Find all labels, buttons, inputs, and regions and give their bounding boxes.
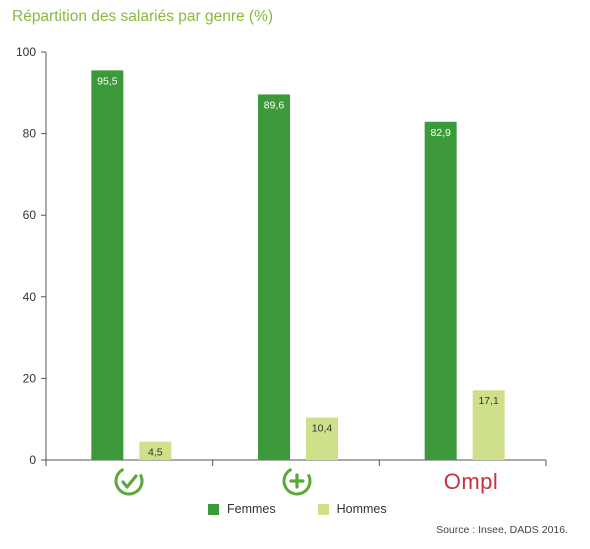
legend-swatch-hommes — [317, 503, 329, 515]
circle-check-icon — [114, 466, 144, 496]
bar-femmes-1 — [91, 70, 124, 461]
y-tick-label: 60 — [23, 208, 37, 222]
legend-label-hommes: Hommes — [336, 502, 387, 516]
chart-axes: 0 20 40 60 80 100 — [16, 45, 547, 467]
y-tick-label: 0 — [29, 453, 36, 467]
legend-item-hommes: Hommes — [317, 502, 387, 516]
y-tick-label: 20 — [23, 371, 37, 385]
chart-bars: 95,5 89,6 82,9 4,5 10,4 17,1 — [91, 70, 505, 461]
data-label: 82,9 — [430, 127, 451, 139]
bar-femmes-3 — [424, 121, 457, 460]
bar-hommes-1 — [139, 441, 172, 460]
data-label: 4,5 — [148, 447, 163, 459]
legend-label-femmes: Femmes — [227, 502, 276, 516]
y-tick-label: 40 — [23, 290, 37, 304]
bar-hommes-3 — [472, 390, 505, 460]
y-tick-label: 80 — [23, 127, 37, 141]
legend-item-femmes: Femmes — [208, 502, 276, 516]
category-logos: Ompl — [114, 466, 499, 496]
bar-femmes-2 — [258, 94, 290, 460]
legend-swatch-femmes — [208, 503, 219, 515]
bar-hommes-2 — [306, 417, 338, 460]
data-label: 95,5 — [97, 75, 118, 87]
data-label: 89,6 — [264, 99, 285, 111]
data-label: 10,4 — [312, 423, 333, 435]
ompl-logo: Ompl — [444, 469, 499, 494]
y-tick-label: 100 — [16, 45, 36, 59]
data-label: 17,1 — [478, 395, 499, 407]
chart-title: Répartition des salariés par genre (%) — [12, 8, 274, 25]
source-note: Source : Insee, DADS 2016. — [436, 524, 568, 536]
chart-legend: Femmes Hommes — [208, 502, 387, 516]
circle-plus-icon — [282, 466, 312, 496]
